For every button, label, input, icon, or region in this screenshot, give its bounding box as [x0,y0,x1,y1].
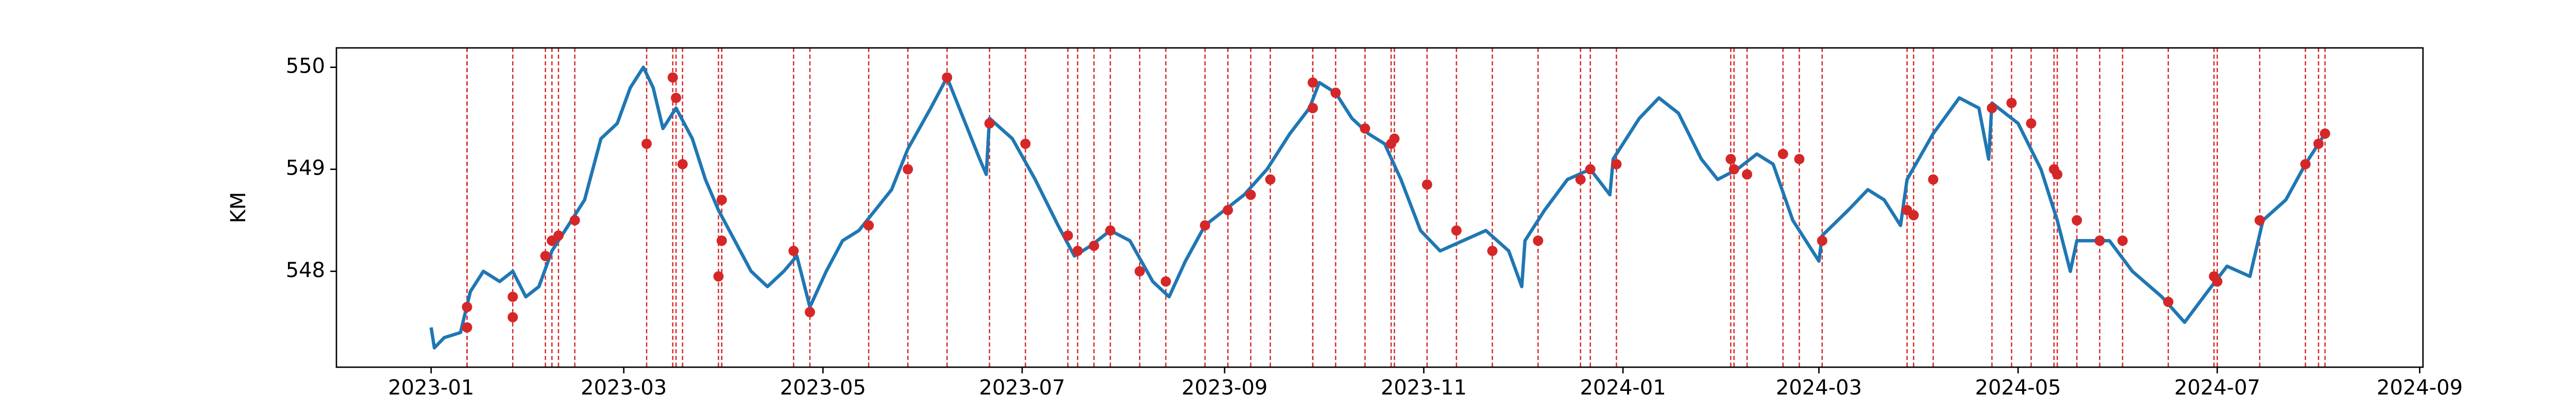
event-point [1245,190,1256,200]
x-tick-label: 2023-09 [1181,376,1267,400]
event-point [2072,215,2082,226]
event-point [1062,230,1073,241]
x-tick-label: 2023-01 [388,376,474,400]
event-point [1134,266,1145,277]
event-point [1020,139,1031,149]
x-tick-label: 2024-03 [1776,376,1862,400]
x-tick-label: 2023-07 [979,376,1065,400]
x-tick-label: 2023-05 [780,376,866,400]
event-point [1908,210,1919,220]
event-point [1725,153,1736,164]
event-point [984,118,995,129]
event-point [2163,297,2174,307]
event-point [2094,235,2105,246]
event-point [903,164,913,175]
event-point [1360,123,1370,134]
event-point [462,322,472,333]
event-point [1487,246,1498,256]
event-point [540,251,551,262]
event-point [462,302,472,313]
event-point [1451,225,1462,236]
event-point [677,159,688,169]
event-point [1105,225,1116,236]
event-point [507,291,518,302]
event-point [1330,88,1341,98]
event-point [1308,102,1318,113]
x-tick-label: 2024-05 [1975,376,2061,400]
event-point [1611,159,1622,169]
event-point [713,271,724,282]
event-point [1223,204,1233,215]
event-point [1777,149,1788,160]
event-point [2300,159,2311,169]
x-tick-label: 2023-03 [581,376,667,400]
event-point [2026,118,2037,129]
event-point [1533,235,1544,246]
event-point [1308,77,1318,88]
event-point [507,312,518,322]
y-tick-label: 550 [286,55,325,78]
x-tick-label: 2023-11 [1381,376,1467,400]
y-tick-label: 549 [286,157,325,180]
event-point [716,195,727,205]
series-line [429,65,2327,350]
event-point [1585,164,1596,175]
x-tick-label: 2024-09 [2377,376,2463,400]
plot-frame [335,47,2424,368]
event-point [2052,169,2063,180]
event-point [1199,220,1210,231]
event-point [1987,102,1997,113]
event-point [641,139,652,149]
event-point [2117,235,2128,246]
event-point [1160,276,1171,287]
event-point [805,307,816,318]
event-point [1742,169,1753,180]
event-point [553,230,564,241]
event-point [2212,276,2223,287]
x-tick-label: 2024-01 [1580,376,1666,400]
event-point [2319,128,2330,139]
event-point [716,235,727,246]
event-point [569,215,580,226]
event-point [1386,139,1397,149]
event-point [1089,241,1099,251]
y-tick-label: 548 [286,259,325,282]
event-point [667,72,678,83]
event-point [942,72,953,83]
event-point [671,93,682,104]
event-point [2255,215,2265,226]
event-point [863,220,874,231]
event-point [1817,235,1827,246]
event-point [1794,153,1805,164]
y-axis-label: KM [227,192,250,224]
event-point [1072,246,1083,256]
event-point [2006,97,2017,108]
event-point [1575,174,1586,185]
x-tick-label: 2024-07 [2174,376,2260,400]
event-point [788,246,799,256]
event-point [1421,179,1432,190]
event-point [1265,174,1276,185]
event-point [1728,164,1739,175]
event-point [1928,174,1939,185]
event-point [2313,139,2324,149]
